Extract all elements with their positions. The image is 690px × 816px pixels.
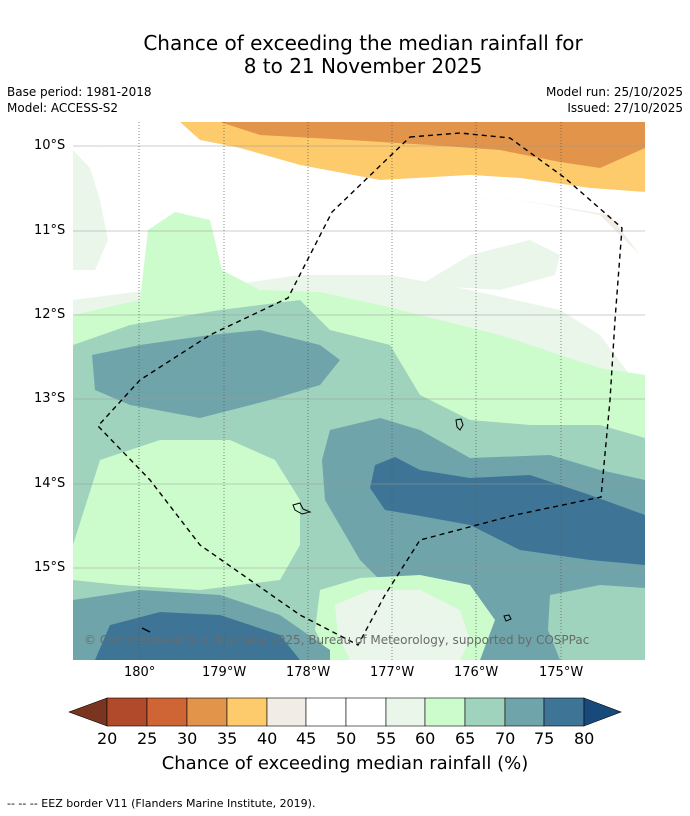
island-niuatoputapu	[503, 614, 512, 622]
band-60-65-south	[73, 440, 300, 590]
lat-label-15s: 15°S	[34, 560, 66, 575]
colorbar-swatch-50-55	[345, 697, 387, 727]
colorbar-title: Chance of exceeding median rainfall (%)	[161, 753, 529, 774]
base-period: Base period: 1981-2018	[7, 85, 152, 99]
colorbar-tick-35: 35	[217, 729, 238, 748]
colorbar-tick-30: 30	[177, 729, 198, 748]
colorbar-tick-55: 55	[376, 729, 397, 748]
band-70-75-west	[92, 330, 340, 418]
lon-label-178w: 178°W	[286, 665, 331, 680]
colorbar-tick-40: 40	[257, 729, 278, 748]
colorbar-swatch-55-60	[385, 697, 426, 727]
island-niuafoou	[455, 418, 464, 431]
colorbar-swatch-45-50	[305, 697, 347, 727]
band-30-35	[220, 122, 645, 168]
colorbar-tick-65: 65	[455, 729, 476, 748]
lat-label-13s: 13°S	[34, 391, 66, 406]
lon-label-180: 180°	[124, 665, 156, 680]
latitude-grid	[73, 145, 645, 569]
lat-label-12s: 12°S	[34, 307, 66, 322]
island-wallis	[292, 502, 312, 515]
colorbar-tick-60: 60	[415, 729, 436, 748]
colorbar-tick-70: 70	[495, 729, 516, 748]
band-55-60-east	[420, 240, 560, 290]
lon-label-176w: 176°W	[454, 665, 499, 680]
lat-label-11s: 11°S	[34, 223, 66, 238]
copyright-credit: © Commonwealth of Australia 2025, Bureau…	[84, 633, 590, 647]
issued-date: Issued: 27/10/2025	[567, 101, 683, 115]
lon-label-177w: 177°W	[370, 665, 415, 680]
lat-label-10s: 10°S	[34, 138, 66, 153]
colorbar-swatch-35-40	[226, 697, 268, 727]
colorbar-tick-80: 80	[574, 729, 595, 748]
colorbar-swatch-30-35	[186, 697, 228, 727]
band-45-50-north	[73, 122, 645, 262]
colorbar-tick-25: 25	[137, 729, 158, 748]
lon-label-179w: 179°W	[202, 665, 247, 680]
colorbar-swatch-20-25	[106, 697, 148, 727]
model-name: Model: ACCESS-S2	[7, 101, 119, 115]
eez-border	[97, 132, 623, 646]
colorbar-tick-45: 45	[296, 729, 317, 748]
colorbar-low-arrow	[68, 697, 108, 727]
colorbar-swatch-60-65	[424, 697, 466, 727]
band-75-80-south	[95, 612, 300, 660]
colorbar-swatch-25-30	[146, 697, 188, 727]
colorbar-tick-50: 50	[336, 729, 357, 748]
map-title-line-2: 8 to 21 November 2025	[243, 54, 483, 78]
model-run: Model run: 25/10/2025	[545, 85, 683, 99]
colorbar-swatch-65-70	[464, 697, 506, 727]
band-55-60-south	[335, 590, 470, 660]
colorbar-tick-20: 20	[97, 729, 118, 748]
eez-footnote: -- -- -- EEZ border V11 (Flanders Marine…	[7, 797, 316, 810]
colorbar-swatch-75-80	[543, 697, 585, 727]
band-65-70-southeast	[548, 585, 645, 660]
map-title-line-1: Chance of exceeding the median rainfall …	[143, 31, 583, 55]
colorbar	[68, 697, 622, 727]
colorbar-swatch-70-75	[504, 697, 545, 727]
colorbar-tick-75: 75	[534, 729, 555, 748]
colorbar-swatch-40-45	[266, 697, 307, 727]
colorbar-high-arrow	[583, 697, 622, 727]
island-futuna	[141, 627, 151, 633]
lat-label-14s: 14°S	[34, 476, 66, 491]
lon-label-175w: 175°W	[539, 665, 584, 680]
